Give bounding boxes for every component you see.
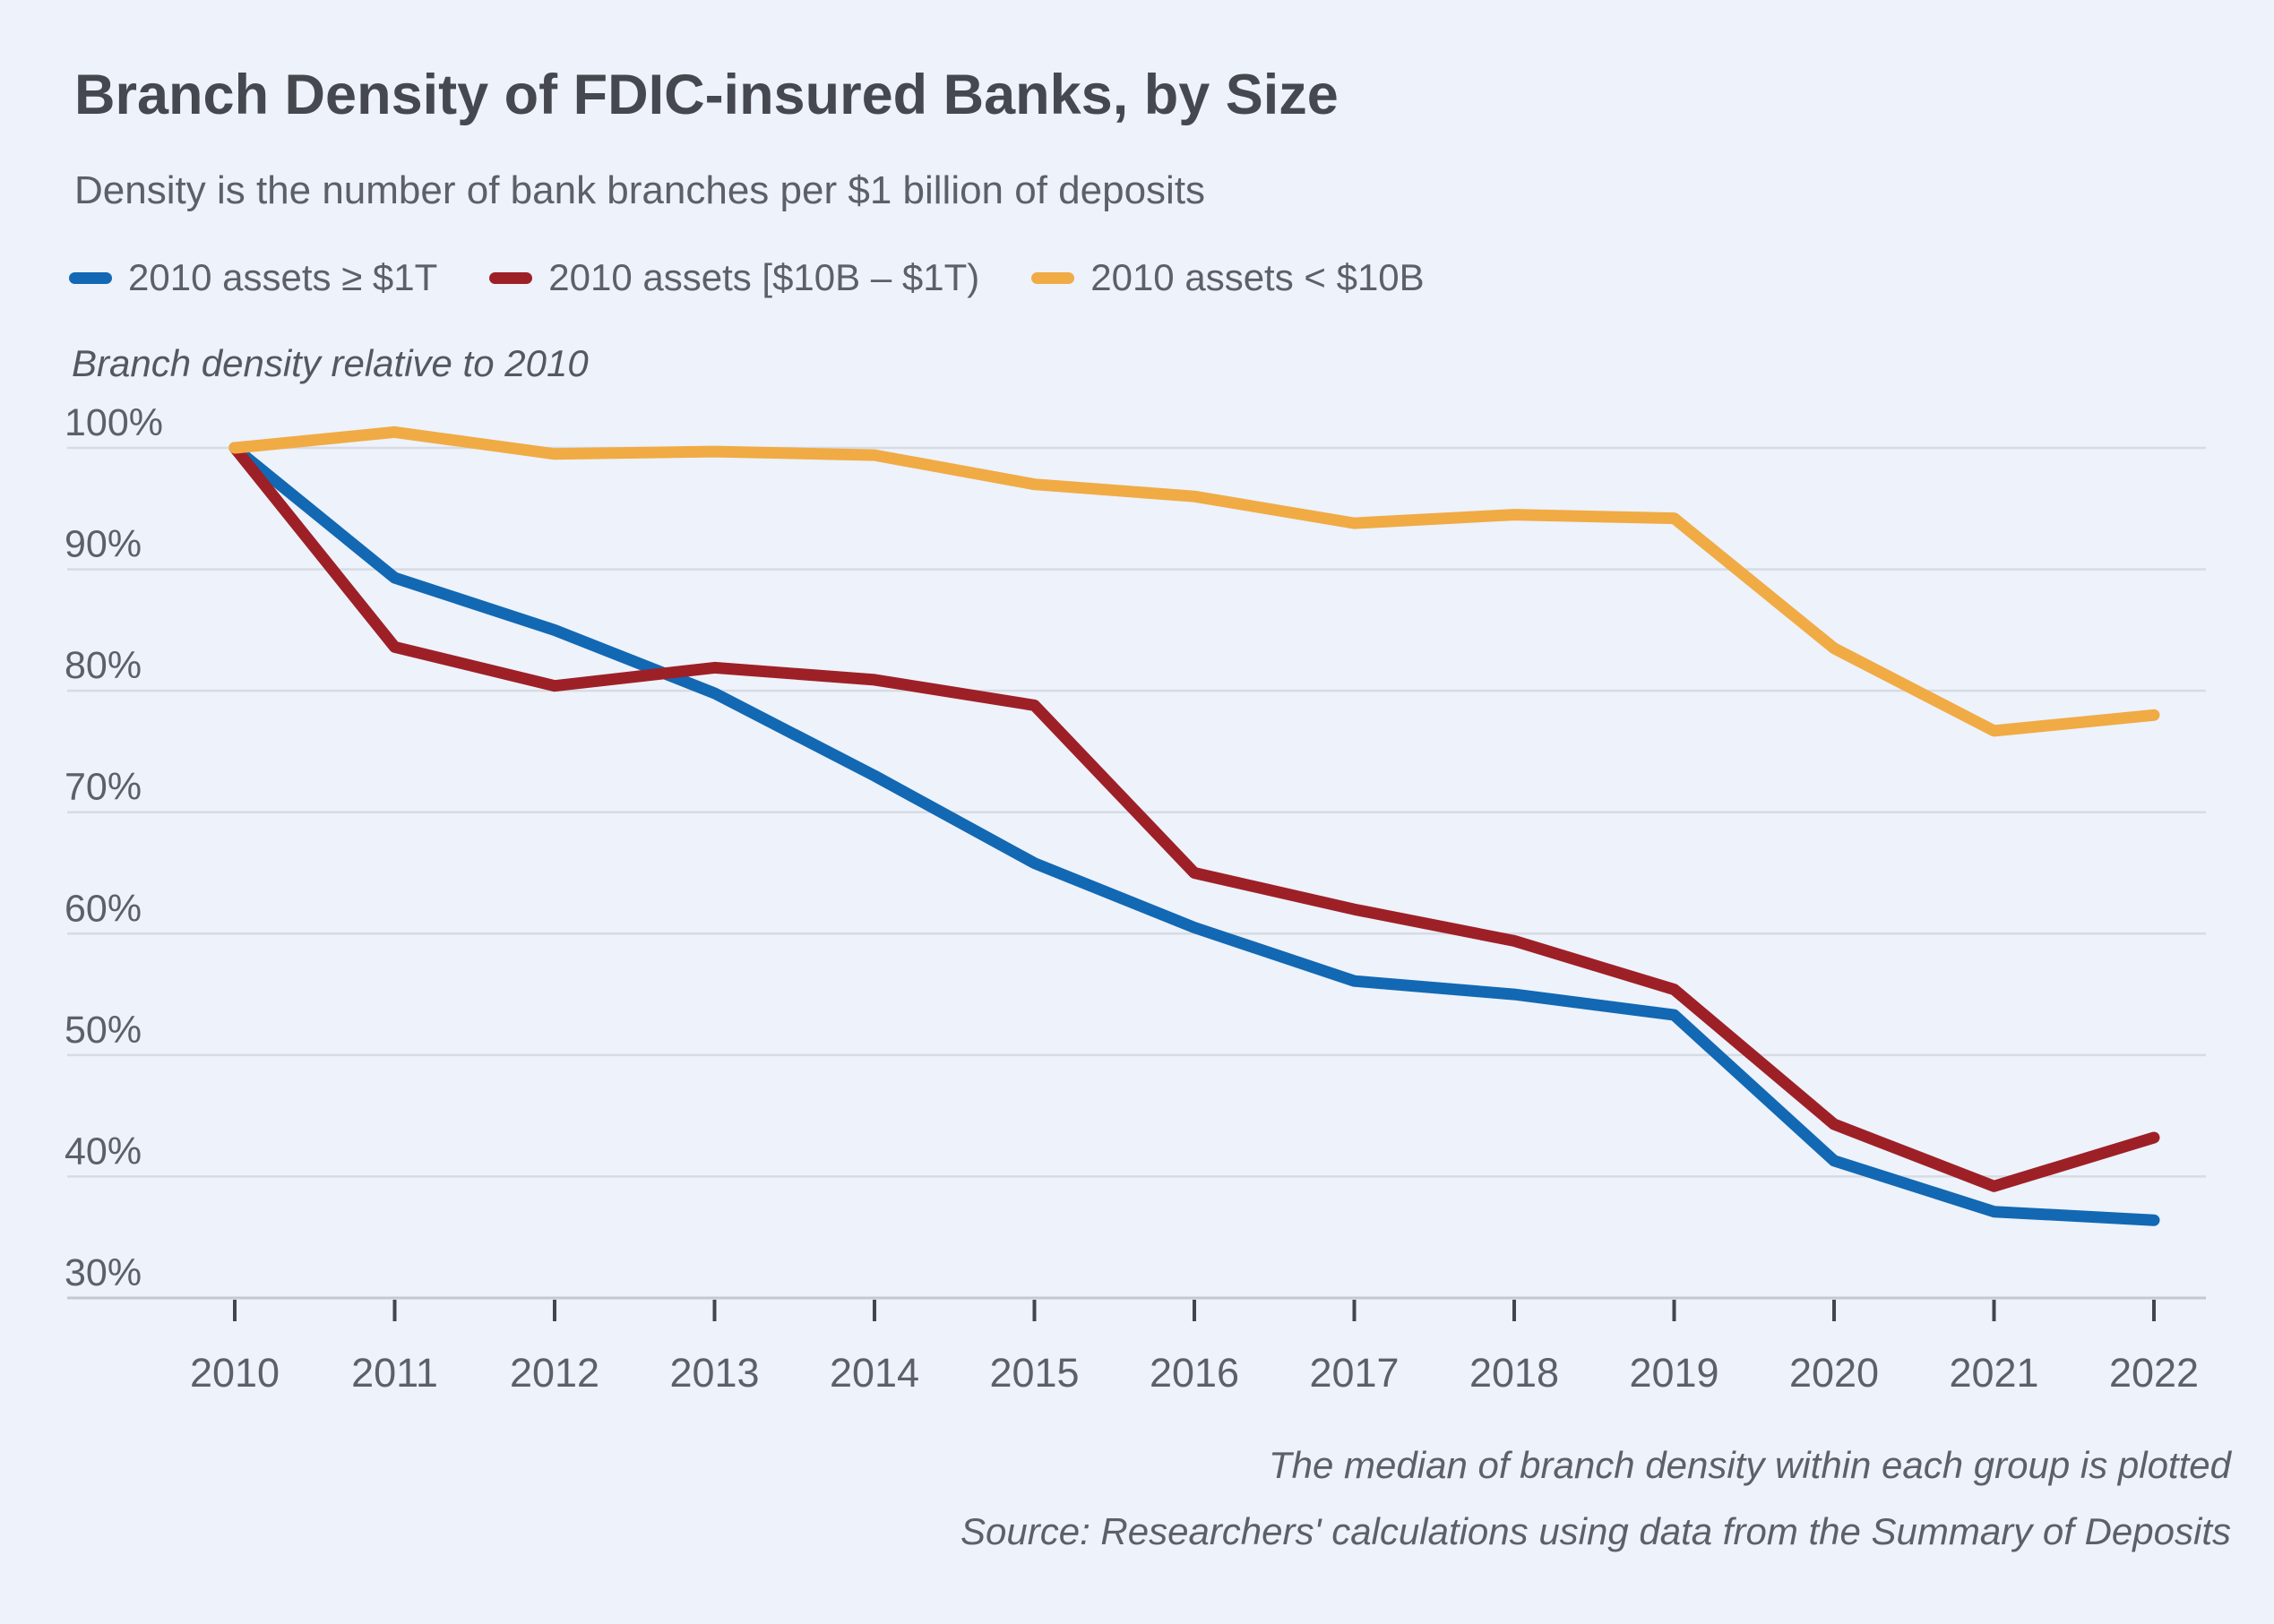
x-tick-label: 2021 <box>1949 1350 2038 1396</box>
chart-source: Source: Researchers' calculations using … <box>960 1510 2231 1552</box>
y-tick-label: 100% <box>65 401 163 444</box>
y-tick-label: 50% <box>65 1009 142 1052</box>
x-tick-label: 2012 <box>510 1350 599 1396</box>
legend-swatch-orange-icon <box>1031 271 1075 284</box>
x-tick-label: 2017 <box>1309 1350 1399 1396</box>
y-tick-label: 60% <box>65 887 142 930</box>
legend-swatch-red-icon <box>489 271 533 284</box>
y-axis-title: Branch density relative to 2010 <box>72 342 589 384</box>
x-tick-label: 2016 <box>1150 1350 1239 1396</box>
y-tick-label: 40% <box>65 1130 142 1173</box>
series-line-2 <box>228 425 2160 737</box>
x-tick-label: 2011 <box>351 1350 438 1396</box>
x-tick-label: 2022 <box>2109 1350 2199 1396</box>
chart-note: The median of branch density within each… <box>1269 1444 2231 1486</box>
legend-label-small-banks: 2010 assets < $10B <box>1090 256 1425 298</box>
legend-item-small-banks: 2010 assets < $10B <box>1031 256 1425 299</box>
legend-swatch-blue-icon <box>69 271 112 284</box>
y-tick-label: 30% <box>65 1251 142 1294</box>
y-tick-label: 80% <box>65 644 142 687</box>
page-title: Branch Density of FDIC-insured Banks, by… <box>74 64 1339 126</box>
x-tick-label: 2018 <box>1469 1350 1559 1396</box>
legend-label-mid-banks: 2010 assets [$10B – $1T) <box>548 256 980 298</box>
x-tick-label: 2015 <box>989 1350 1079 1396</box>
y-tick-label: 90% <box>65 523 142 566</box>
legend-item-large-banks: 2010 assets ≥ $1T <box>69 256 437 299</box>
legend-label-large-banks: 2010 assets ≥ $1T <box>128 256 438 298</box>
x-tick-label: 2019 <box>1629 1350 1718 1396</box>
x-tick-label: 2020 <box>1789 1350 1879 1396</box>
chart-legend: 2010 assets ≥ $1T 2010 assets [$10B – $1… <box>69 256 1425 299</box>
x-tick-label: 2010 <box>190 1350 280 1396</box>
series-line-0 <box>228 442 2160 1226</box>
x-tick-label: 2014 <box>830 1350 919 1396</box>
page-subtitle: Density is the number of bank branches p… <box>74 168 1206 212</box>
legend-item-mid-banks: 2010 assets [$10B – $1T) <box>489 256 979 299</box>
y-tick-label: 70% <box>65 766 142 809</box>
x-tick-label: 2013 <box>669 1350 759 1396</box>
series-line-1 <box>228 442 2160 1192</box>
